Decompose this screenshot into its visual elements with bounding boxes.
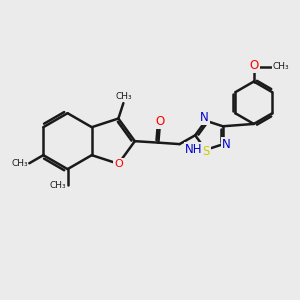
Text: CH₃: CH₃ bbox=[115, 92, 132, 101]
Text: N: N bbox=[222, 138, 231, 151]
Text: NH: NH bbox=[185, 143, 203, 156]
Text: CH₃: CH₃ bbox=[11, 159, 28, 168]
Text: O: O bbox=[249, 59, 258, 72]
Text: CH₃: CH₃ bbox=[273, 62, 290, 71]
Text: N: N bbox=[200, 111, 209, 124]
Text: O: O bbox=[155, 115, 164, 128]
Text: CH₃: CH₃ bbox=[50, 181, 66, 190]
Text: S: S bbox=[202, 145, 209, 158]
Text: O: O bbox=[114, 159, 123, 169]
